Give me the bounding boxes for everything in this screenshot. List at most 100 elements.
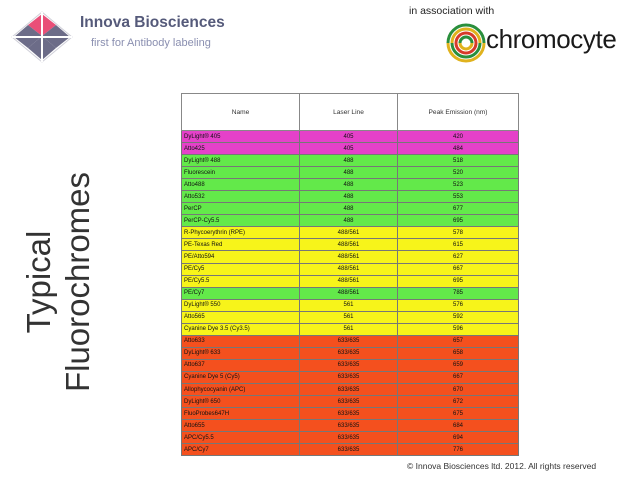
cell-peak-emission: 484	[397, 142, 519, 156]
cell-laser-line: 488/561	[299, 250, 398, 264]
table-row: R-Phycoerythrin (RPE) 488/561 578	[181, 226, 519, 240]
cell-peak-emission: 518	[397, 154, 519, 168]
cell-peak-emission: 695	[397, 214, 519, 228]
cell-peak-emission: 553	[397, 190, 519, 204]
cell-name: Atto637	[181, 358, 300, 372]
cell-laser-line: 633/635	[299, 382, 398, 397]
table-row: Cyanine Dye 5 (Cy5) 633/635 667	[181, 370, 519, 384]
cell-peak-emission: 776	[397, 443, 519, 457]
cell-name: Atto532	[181, 190, 300, 204]
cell-laser-line: 488/561	[299, 262, 398, 276]
table-row: Atto655 633/635 684	[181, 419, 519, 433]
table-row: DyLight® 650 633/635 672	[181, 395, 519, 409]
table-row: Atto633 633/635 657	[181, 334, 519, 348]
cell-name: APC/Cy7	[181, 443, 300, 457]
cell-name: APC/Cy5.5	[181, 431, 300, 445]
table-row: PE/Cy5 488/561 667	[181, 262, 519, 276]
cell-laser-line: 633/635	[299, 407, 398, 421]
fluorochrome-table: Name Laser Line Peak Emission (nm) DyLig…	[181, 93, 519, 457]
cell-laser-line: 488	[299, 166, 398, 180]
table-row: Fluorescein 488 520	[181, 166, 519, 180]
table-row: DyLight® 405 405 420	[181, 129, 519, 144]
cell-peak-emission: 659	[397, 358, 519, 372]
cell-laser-line: 488	[299, 190, 398, 204]
table-row: Allophycocyanin (APC) 633/635 670	[181, 382, 519, 397]
table-row: PE/Cy5.5 488/561 695	[181, 274, 519, 288]
cell-peak-emission: 627	[397, 250, 519, 264]
cell-peak-emission: 523	[397, 178, 519, 192]
cell-laser-line: 488	[299, 154, 398, 168]
cell-name: Fluorescein	[181, 166, 300, 180]
cell-laser-line: 561	[299, 298, 398, 312]
cell-name: Cyanine Dye 5 (Cy5)	[181, 370, 300, 384]
innova-logo	[8, 8, 208, 66]
header-laser-line: Laser Line	[299, 93, 398, 131]
cell-laser-line: 561	[299, 310, 398, 324]
partner-name: chromocyte	[486, 24, 617, 54]
cell-peak-emission: 667	[397, 370, 519, 384]
cell-peak-emission: 694	[397, 431, 519, 445]
cell-laser-line: 488/561	[299, 226, 398, 240]
cell-name: DyLight® 650	[181, 395, 300, 409]
cell-laser-line: 633/635	[299, 443, 398, 457]
table-row: FluoProbes647H 633/635 675	[181, 407, 519, 421]
title-line-1: Typical	[20, 230, 57, 334]
cell-laser-line: 633/635	[299, 358, 398, 372]
cell-peak-emission: 677	[397, 202, 519, 216]
cell-name: PE/Cy5	[181, 262, 300, 276]
cell-peak-emission: 695	[397, 274, 519, 288]
cell-peak-emission: 520	[397, 166, 519, 180]
cell-laser-line: 633/635	[299, 419, 398, 433]
table-row: Atto425 405 484	[181, 142, 519, 156]
copyright-footer: © Innova Biosciences ltd. 2012. All righ…	[407, 461, 597, 471]
brand-name: Innova Biosciences	[80, 14, 225, 31]
cell-peak-emission: 670	[397, 382, 519, 397]
association-text: in association with	[409, 5, 495, 17]
cell-name: PE-Texas Red	[181, 238, 300, 252]
table-row: APC/Cy5.5 633/635 694	[181, 431, 519, 445]
page-title: Typical Fluorochromes	[19, 152, 97, 412]
cell-peak-emission: 667	[397, 262, 519, 276]
table-row: PerCP 488 677	[181, 202, 519, 216]
cell-peak-emission: 576	[397, 298, 519, 312]
cell-laser-line: 561	[299, 322, 398, 336]
table-row: DyLight® 488 488 518	[181, 154, 519, 168]
header-name: Name	[181, 93, 300, 131]
cell-peak-emission: 658	[397, 346, 519, 360]
cell-name: DyLight® 405	[181, 129, 300, 144]
cell-laser-line: 633/635	[299, 346, 398, 360]
innova-logo-icon	[11, 11, 73, 63]
cell-name: Atto633	[181, 334, 300, 348]
fluorochrome-table-container: Name Laser Line Peak Emission (nm) DyLig…	[181, 93, 519, 457]
brand-tagline: first for Antibody labeling	[91, 37, 211, 49]
chromocyte-logo	[445, 22, 487, 69]
cell-name: DyLight® 633	[181, 346, 300, 360]
cell-laser-line: 405	[299, 129, 398, 144]
cell-name: R-Phycoerythrin (RPE)	[181, 226, 300, 240]
cell-name: PerCP	[181, 202, 300, 216]
table-row: PE/Cy7 488/561 785	[181, 286, 519, 300]
cell-laser-line: 488	[299, 214, 398, 228]
cell-laser-line: 488	[299, 178, 398, 192]
cell-laser-line: 633/635	[299, 334, 398, 348]
cell-name: Atto488	[181, 178, 300, 192]
table-row: Atto488 488 523	[181, 178, 519, 192]
table-row: DyLight® 550 561 576	[181, 298, 519, 312]
cell-peak-emission: 684	[397, 419, 519, 433]
cell-peak-emission: 578	[397, 226, 519, 240]
cell-laser-line: 633/635	[299, 370, 398, 384]
cell-peak-emission: 592	[397, 310, 519, 324]
cell-peak-emission: 596	[397, 322, 519, 336]
cell-name: DyLight® 550	[181, 298, 300, 312]
table-row: APC/Cy7 633/635 776	[181, 443, 519, 457]
cell-laser-line: 488/561	[299, 286, 398, 300]
table-body: DyLight® 405 405 420 Atto425 405 484 DyLight® …	[181, 129, 519, 457]
table-row: PE/Atto594 488/561 627	[181, 250, 519, 264]
cell-name: Cyanine Dye 3.5 (Cy3.5)	[181, 322, 300, 336]
cell-peak-emission: 785	[397, 286, 519, 300]
table-row: DyLight® 633 633/635 658	[181, 346, 519, 360]
chromocyte-swirl-icon	[445, 22, 487, 64]
cell-laser-line: 488/561	[299, 238, 398, 252]
cell-name: FluoProbes647H	[181, 407, 300, 421]
cell-name: Atto655	[181, 419, 300, 433]
